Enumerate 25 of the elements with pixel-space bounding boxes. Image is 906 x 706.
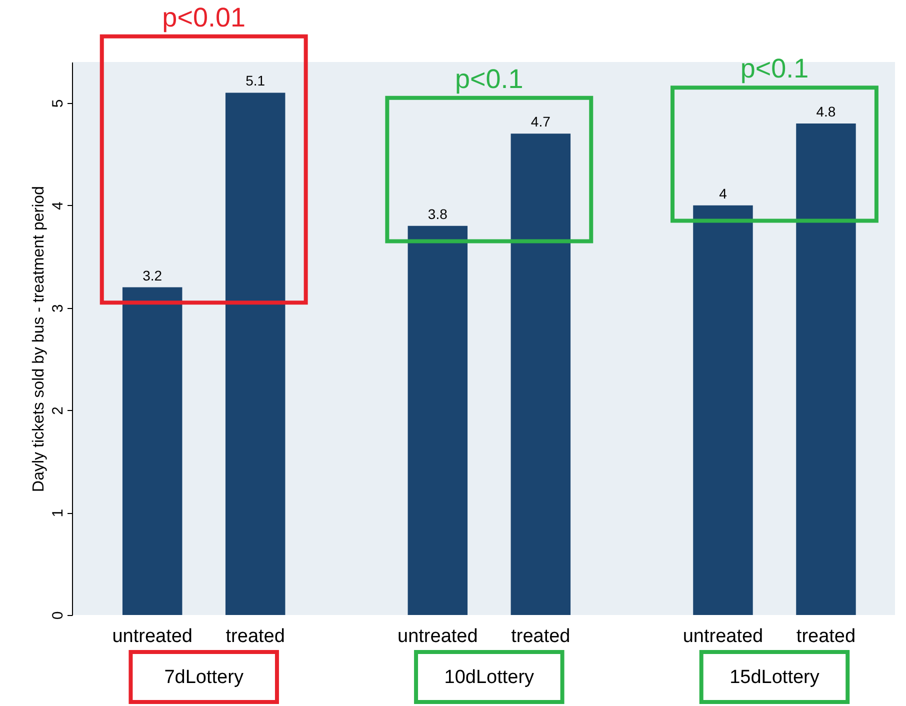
data-label: 3.8 <box>428 206 448 222</box>
y-tick-label: 3 <box>50 304 66 312</box>
text: 7dLottery <box>164 667 244 688</box>
y-axis-title: Dayly tickets sold by bus - treatment period <box>30 186 48 492</box>
y-tick-label: 4 <box>50 202 66 210</box>
data-label: 3.2 <box>142 267 162 284</box>
data-label: 4.8 <box>816 103 836 120</box>
x-tick-label: untreated <box>682 626 764 647</box>
text: p<0.01 <box>162 2 246 32</box>
x-tick-label: untreated <box>398 626 478 647</box>
annotation: p<0.1 <box>740 54 809 84</box>
y-tick-label: 2 <box>50 406 66 415</box>
y-tick-label: 5 <box>50 99 66 108</box>
data-label: 4 <box>719 185 728 202</box>
annotation: p<0.1 <box>455 64 524 94</box>
y-tick-label: 1 <box>50 508 66 518</box>
x-tick-label: treated <box>796 626 856 647</box>
data-label: 4.7 <box>530 114 551 130</box>
text: 15dLottery <box>730 667 820 688</box>
x-tick-label: untreated <box>112 626 192 647</box>
x-tick-label: treated <box>511 626 570 647</box>
x-tick-label: treated <box>226 626 285 647</box>
y-tick-label: 0 <box>50 611 66 620</box>
text: 10dLottery <box>444 667 535 688</box>
data-label: 5.1 <box>246 72 266 89</box>
